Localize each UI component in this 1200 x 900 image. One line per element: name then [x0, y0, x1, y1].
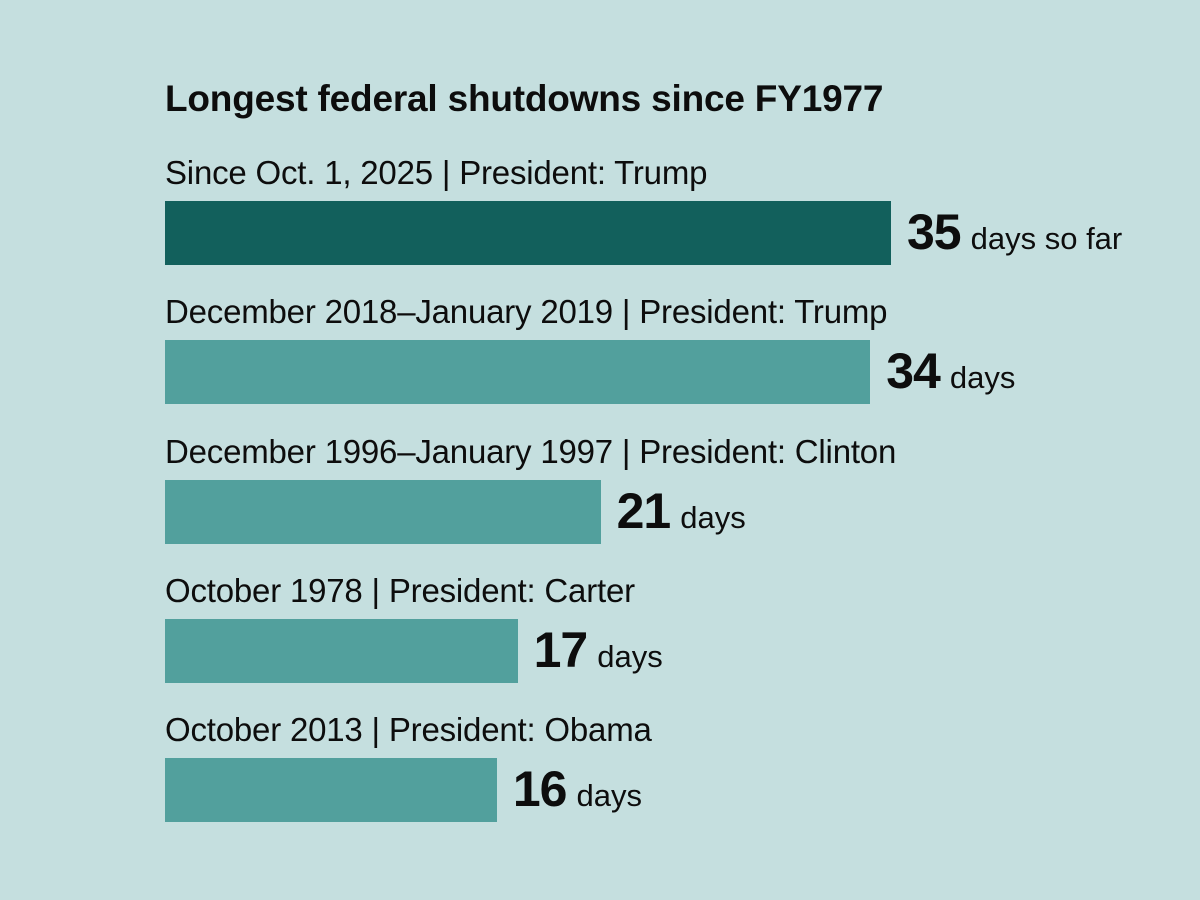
category-label: Since Oct. 1, 2025 | President: Trump: [165, 154, 708, 191]
bar: [165, 758, 497, 822]
bar: [165, 340, 871, 405]
data-label: 21 days: [617, 482, 746, 540]
data-label: 16 days: [513, 760, 642, 818]
bar: [165, 201, 891, 265]
data-label-unit: days: [576, 778, 642, 813]
chart-title: Longest federal shutdowns since FY1977: [165, 78, 884, 119]
data-label-unit: days so far: [970, 221, 1123, 256]
data-label: 35 days so far: [907, 203, 1122, 261]
category-label: October 1978 | President: Carter: [165, 571, 635, 609]
data-label-value: 35: [907, 204, 962, 260]
bar: [165, 618, 518, 683]
data-label-value: 16: [512, 761, 568, 817]
category-label: December 1996–January 1997 | President: …: [165, 432, 897, 470]
data-label-unit: days: [597, 638, 663, 674]
category-label: December 2018–January 2019 | President: …: [165, 293, 888, 331]
data-label-unit: days: [949, 360, 1016, 396]
data-label: 17 days: [534, 621, 663, 679]
data-label-unit: days: [680, 499, 746, 535]
data-label: 34 days: [886, 342, 1015, 400]
data-label-value: 34: [886, 343, 941, 400]
category-label: October 2013 | President: Obama: [165, 711, 652, 748]
bar: [165, 479, 601, 544]
data-label-value: 17: [533, 621, 589, 678]
data-label-value: 21: [616, 482, 672, 539]
